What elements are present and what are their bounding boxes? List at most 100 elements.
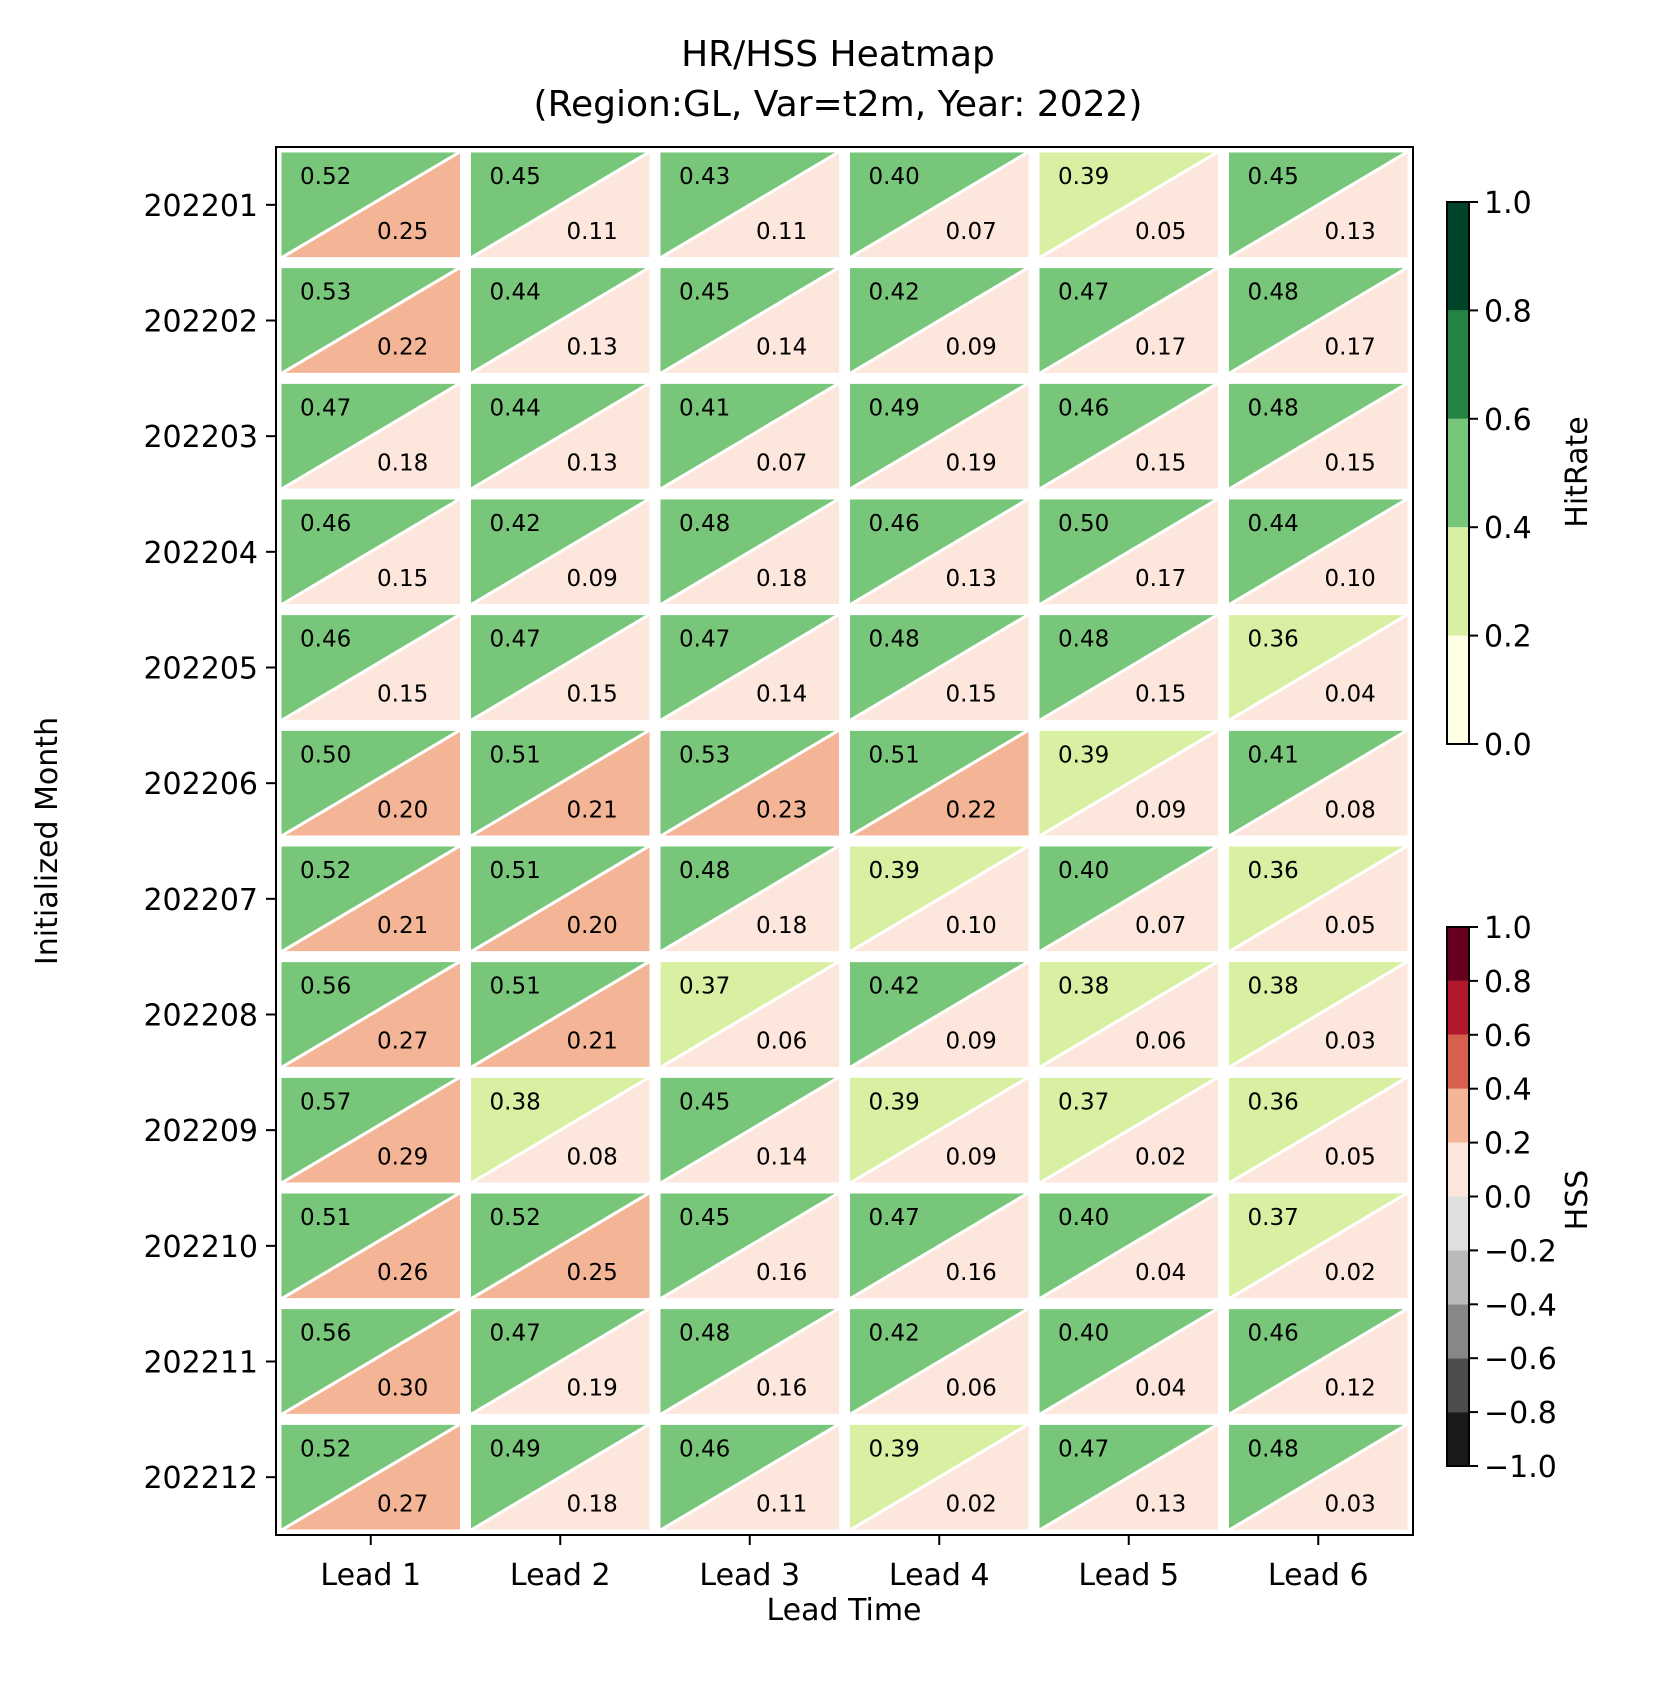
y-tick-label: 202202 xyxy=(143,305,258,340)
hss-triangle xyxy=(464,611,653,723)
hss-value-label: 0.15 xyxy=(377,566,428,592)
hitrate-value-label: 0.52 xyxy=(300,1436,351,1462)
hss-triangle xyxy=(843,726,1032,839)
colorbar-segment xyxy=(1447,980,1469,1035)
hitrate-value-label: 0.45 xyxy=(490,164,541,190)
hss-triangle xyxy=(274,1305,463,1417)
colorbar-tick-label: 0.2 xyxy=(1484,1127,1532,1162)
hss-value-label: 0.19 xyxy=(946,450,997,476)
hitrate-colorbar-label: HitRate xyxy=(1560,416,1595,527)
colorbar-tick-label: −0.8 xyxy=(1484,1396,1557,1431)
hitrate-value-label: 0.51 xyxy=(869,742,920,768)
hss-value-label: 0.14 xyxy=(756,1144,807,1170)
x-axis: Lead 1 Lead 2 Lead 3 Lead 4 Lead 5 Lead 6 xyxy=(320,1535,1369,1593)
hitrate-value-label: 0.56 xyxy=(300,1321,351,1347)
hitrate-value-label: 0.47 xyxy=(1058,280,1109,306)
hss-triangle xyxy=(1222,1305,1411,1417)
hss-triangle xyxy=(653,611,842,723)
hss-triangle xyxy=(1222,611,1411,723)
hss-triangle xyxy=(1222,1189,1411,1302)
colorbar-segment xyxy=(1447,1304,1469,1359)
hss-triangle xyxy=(843,264,1032,376)
colorbar-segment xyxy=(1447,1088,1469,1143)
chart-title-line-1: HR/HSS Heatmap xyxy=(681,34,995,75)
hss-triangle xyxy=(1222,495,1411,608)
hitrate-value-label: 0.47 xyxy=(1058,1436,1109,1462)
hss-value-label: 0.11 xyxy=(756,1491,807,1517)
hss-value-label: 0.25 xyxy=(567,1260,618,1286)
hss-triangle xyxy=(464,1073,653,1186)
hitrate-value-label: 0.45 xyxy=(679,280,730,306)
y-tick-label: 202205 xyxy=(143,652,258,687)
hss-value-label: 0.04 xyxy=(1325,682,1376,708)
hitrate-value-label: 0.43 xyxy=(679,164,730,190)
hitrate-value-label: 0.38 xyxy=(1058,974,1109,1000)
colorbar-tick-label: 0.2 xyxy=(1484,620,1532,655)
hss-value-label: 0.12 xyxy=(1325,1376,1376,1402)
hss-value-label: 0.09 xyxy=(946,335,997,361)
hitrate-value-label: 0.51 xyxy=(490,742,541,768)
hss-value-label: 0.14 xyxy=(756,335,807,361)
hitrate-value-label: 0.42 xyxy=(869,280,920,306)
hss-triangle xyxy=(274,1420,463,1533)
hitrate-value-label: 0.41 xyxy=(1248,742,1299,768)
hss-value-label: 0.16 xyxy=(946,1260,997,1286)
hss-triangle xyxy=(1222,148,1411,261)
hitrate-value-label: 0.48 xyxy=(679,858,730,884)
hss-value-label: 0.20 xyxy=(567,913,618,939)
hss-value-label: 0.25 xyxy=(377,219,428,245)
hss-triangle xyxy=(464,379,653,492)
colorbar-tick-label: −1.0 xyxy=(1484,1450,1557,1485)
y-tick-label: 202211 xyxy=(143,1346,258,1381)
colorbar-frame xyxy=(1446,201,1470,745)
hss-triangle xyxy=(1222,264,1411,376)
hss-triangle xyxy=(464,1189,653,1302)
heatmap-cells: 0.52 0.25 0.45 0.11 0.43 0.11 0.40 0.07 0.39 0.05… xyxy=(274,148,1415,1534)
hitrate-value-label: 0.48 xyxy=(869,627,920,653)
hitrate-value-label: 0.48 xyxy=(679,511,730,537)
y-tick-label: 202212 xyxy=(143,1461,258,1496)
hss-value-label: 0.07 xyxy=(756,450,807,476)
plot-frame xyxy=(275,146,1414,1536)
hitrate-value-label: 0.47 xyxy=(300,395,351,421)
hss-triangle xyxy=(653,379,842,492)
y-tick-label: 202204 xyxy=(143,536,258,571)
hss-triangle xyxy=(274,264,463,376)
y-tick-label: 202210 xyxy=(143,1230,258,1265)
hss-value-label: 0.06 xyxy=(756,1029,807,1055)
hss-value-label: 0.05 xyxy=(1325,1144,1376,1170)
hss-value-label: 0.15 xyxy=(1135,682,1186,708)
hss-value-label: 0.02 xyxy=(1135,1144,1186,1170)
hss-triangle xyxy=(464,842,653,955)
hss-value-label: 0.18 xyxy=(756,913,807,939)
colorbar-segment xyxy=(1447,527,1469,636)
hitrate-value-label: 0.48 xyxy=(1248,1436,1299,1462)
colorbar-segment xyxy=(1447,635,1469,744)
hss-triangle xyxy=(653,495,842,608)
hss-value-label: 0.16 xyxy=(756,1260,807,1286)
hss-value-label: 0.06 xyxy=(1135,1029,1186,1055)
hss-value-label: 0.05 xyxy=(1325,913,1376,939)
colorbar-tick-label: 1.0 xyxy=(1484,911,1532,946)
hss-value-label: 0.15 xyxy=(567,682,618,708)
x-tick-label: Lead 2 xyxy=(510,1558,611,1593)
hitrate-colorbar: 0.0 0.2 0.4 0.6 0.8 1.0 xyxy=(1446,186,1532,763)
hitrate-value-label: 0.40 xyxy=(1058,1321,1109,1347)
colorbar-tick-label: 0.6 xyxy=(1484,403,1532,438)
hitrate-value-label: 0.57 xyxy=(300,1089,351,1115)
x-tick-label: Lead 4 xyxy=(889,1558,990,1593)
hss-value-label: 0.02 xyxy=(1325,1260,1376,1286)
hitrate-value-label: 0.47 xyxy=(490,1321,541,1347)
hss-triangle xyxy=(843,148,1032,261)
colorbar-segment xyxy=(1447,418,1469,528)
hitrate-value-label: 0.37 xyxy=(1058,1089,1109,1115)
hss-triangle xyxy=(653,958,842,1070)
y-axis-label: Initialized Month xyxy=(30,717,65,965)
chart-title-line-2: (Region:GL, Var=t2m, Year: 2022) xyxy=(534,84,1143,125)
hitrate-value-label: 0.44 xyxy=(1248,511,1299,537)
hss-value-label: 0.08 xyxy=(567,1144,618,1170)
hitrate-value-label: 0.48 xyxy=(1248,395,1299,421)
hitrate-value-label: 0.46 xyxy=(300,627,351,653)
hss-value-label: 0.29 xyxy=(377,1144,428,1170)
hitrate-value-label: 0.49 xyxy=(490,1436,541,1462)
